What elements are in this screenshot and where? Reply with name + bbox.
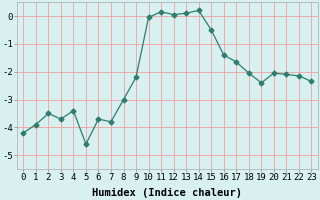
X-axis label: Humidex (Indice chaleur): Humidex (Indice chaleur)	[92, 188, 242, 198]
